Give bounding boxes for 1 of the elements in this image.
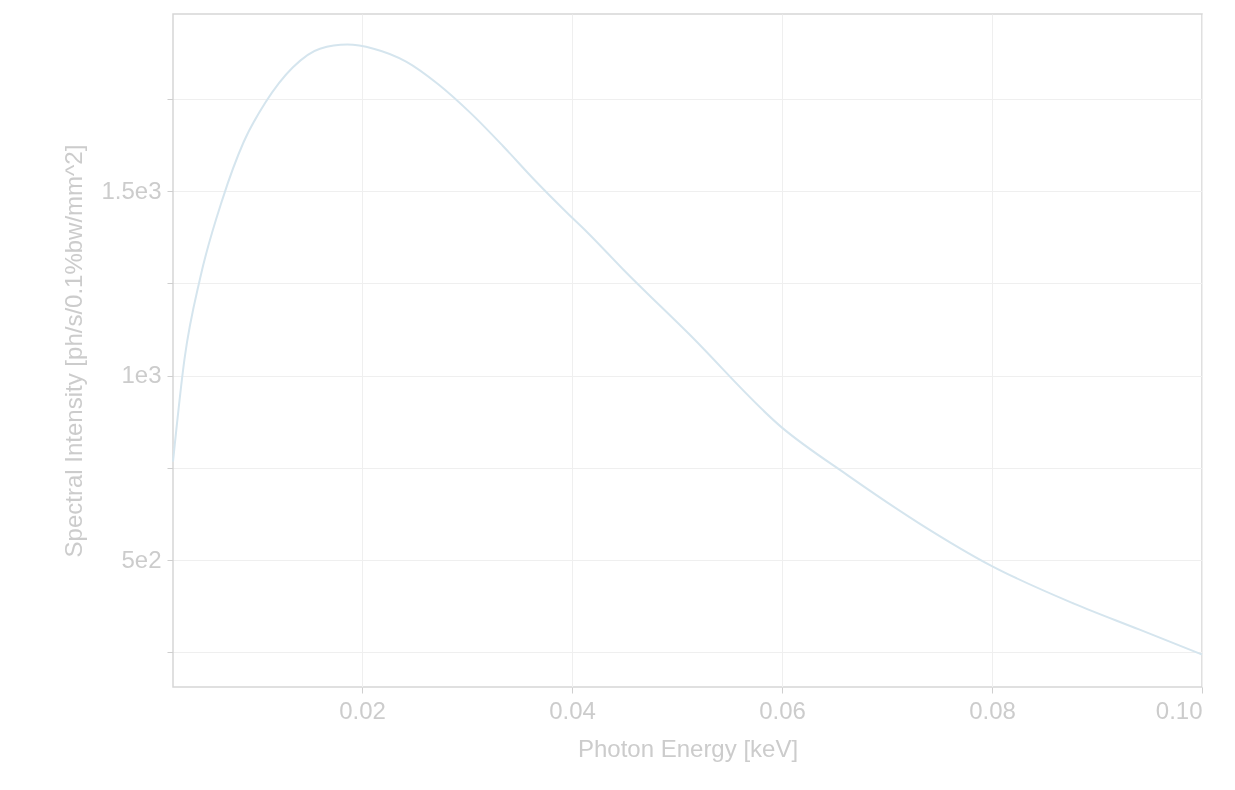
line-series [172,43,1203,656]
